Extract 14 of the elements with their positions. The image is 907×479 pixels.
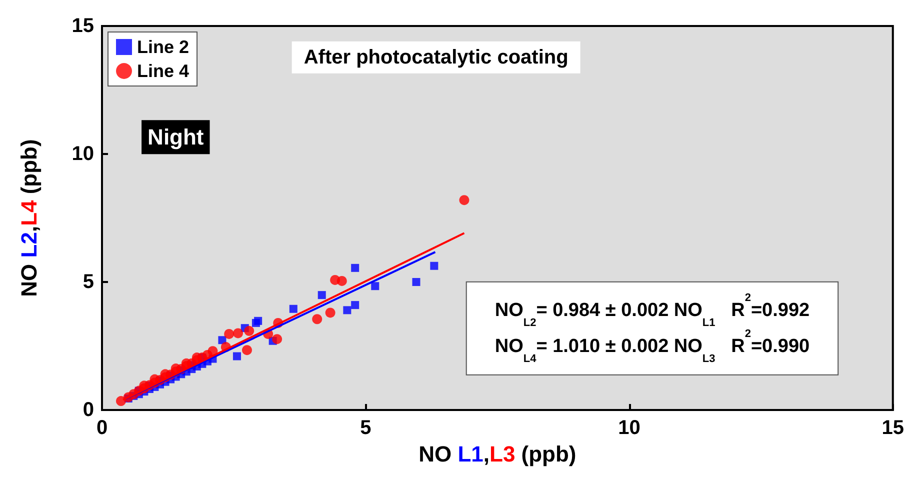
- x-axis-title: NO L1,L3 (ppb): [418, 441, 576, 466]
- y-axis-title: NO L2,L4 (ppb): [16, 139, 42, 297]
- y-tick-label: 15: [72, 15, 94, 37]
- x-tick-label: 10: [618, 417, 640, 439]
- legend-label: Line 4: [137, 61, 190, 81]
- y-tick-label: 10: [72, 143, 94, 165]
- annotation: After photocatalytic coating: [304, 46, 568, 68]
- x-tick-label: 15: [882, 417, 904, 439]
- legend-label: Line 2: [137, 37, 190, 57]
- y-tick-label: 5: [82, 271, 94, 293]
- y-tick-label: 0: [82, 399, 94, 421]
- x-tick-label: 0: [96, 417, 108, 439]
- x-tick-label: 5: [360, 417, 372, 439]
- annotation: Night: [148, 124, 204, 150]
